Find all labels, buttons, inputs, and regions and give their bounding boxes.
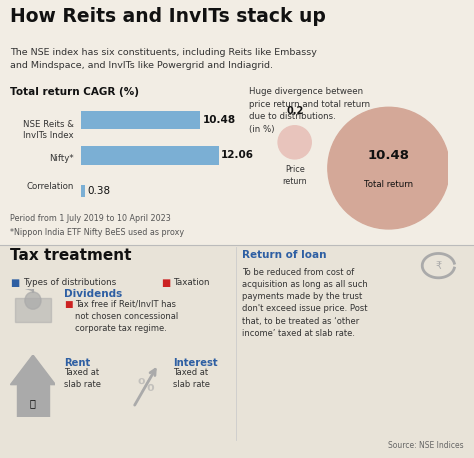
Text: How Reits and InvITs stack up: How Reits and InvITs stack up (10, 7, 326, 26)
Bar (81, 111, 201, 129)
Text: To be reduced from cost of
acquisition as long as all such
payments made by the : To be reduced from cost of acquisition a… (242, 268, 367, 338)
Text: Nifty*: Nifty* (49, 153, 73, 163)
Text: Tax free if Reit/InvIT has
not chosen concessional
corporate tax regime.: Tax free if Reit/InvIT has not chosen co… (75, 300, 178, 333)
Bar (81, 146, 219, 164)
Bar (81, 185, 85, 197)
Polygon shape (15, 298, 51, 322)
Text: *Nippon India ETF Nifty BeES used as proxy: *Nippon India ETF Nifty BeES used as pro… (10, 228, 184, 237)
Text: Tax treatment: Tax treatment (10, 248, 132, 263)
Text: 0.38: 0.38 (87, 185, 110, 196)
Circle shape (278, 126, 311, 159)
Text: Dividends: Dividends (64, 289, 122, 300)
Text: Taxation: Taxation (173, 278, 210, 287)
Text: ■: ■ (161, 278, 171, 288)
Text: 12.06: 12.06 (221, 150, 254, 160)
Text: 10.48: 10.48 (368, 149, 410, 162)
Text: Return of loan: Return of loan (242, 250, 326, 260)
Text: ■: ■ (64, 300, 73, 309)
Text: The NSE index has six constituents, including Reits like Embassy
and Mindspace, : The NSE index has six constituents, incl… (10, 48, 317, 70)
Text: %: % (137, 377, 154, 395)
Polygon shape (10, 355, 55, 385)
Circle shape (25, 292, 41, 309)
Text: ■: ■ (10, 278, 20, 288)
Text: NSE Reits &
InvITs Index: NSE Reits & InvITs Index (23, 120, 73, 140)
Text: Types of distributions: Types of distributions (23, 278, 116, 287)
Text: 0.2: 0.2 (286, 106, 303, 116)
Text: 🔑: 🔑 (30, 398, 36, 408)
Text: Total return CAGR (%): Total return CAGR (%) (10, 87, 139, 97)
Circle shape (328, 107, 449, 229)
Polygon shape (17, 385, 49, 417)
Text: 10.48: 10.48 (203, 115, 236, 125)
Text: Correlation: Correlation (26, 182, 73, 191)
Text: Price
return: Price return (283, 165, 307, 185)
Text: Taxed at
slab rate: Taxed at slab rate (64, 368, 101, 389)
Text: Taxed at
slab rate: Taxed at slab rate (173, 368, 210, 389)
Text: Huge divergence between
price return and total return
due to distributions.
(in : Huge divergence between price return and… (249, 87, 370, 134)
Text: Rent: Rent (64, 358, 90, 368)
Text: ₹: ₹ (435, 261, 442, 271)
Text: Interest: Interest (173, 358, 218, 368)
Text: Source: NSE Indices: Source: NSE Indices (388, 441, 464, 450)
Text: Period from 1 July 2019 to 10 April 2023: Period from 1 July 2019 to 10 April 2023 (10, 214, 171, 223)
Text: Total return: Total return (364, 180, 413, 189)
